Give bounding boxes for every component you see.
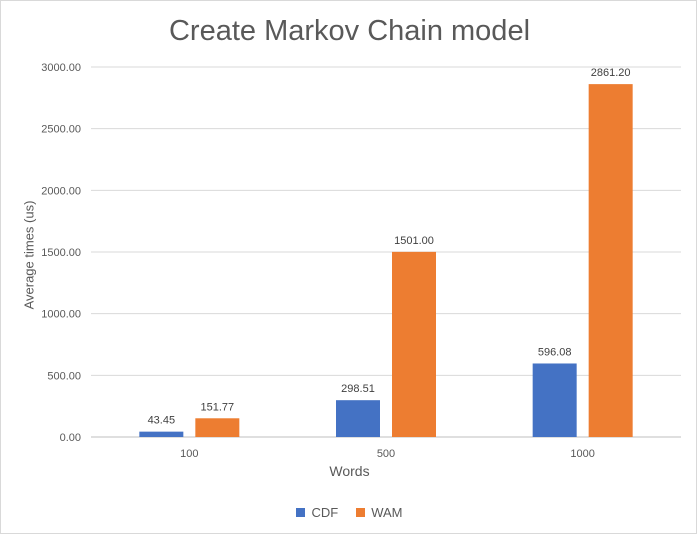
legend-swatch-wam <box>356 508 366 517</box>
y-tick-label: 500.00 <box>47 370 81 382</box>
data-label-wam-500: 1501.00 <box>394 235 434 247</box>
x-tick-label: 100 <box>180 448 198 460</box>
y-tick-label: 0.00 <box>60 432 81 444</box>
y-tick-label: 3000.00 <box>41 62 81 74</box>
legend-item-wam: WAM <box>356 505 403 520</box>
bar-wam-500 <box>392 251 436 437</box>
data-label-wam-100: 151.77 <box>201 401 235 413</box>
data-label-wam-1000: 2861.20 <box>591 67 631 79</box>
bar-cdf-100 <box>139 431 184 437</box>
data-label-cdf-500: 298.51 <box>341 383 375 395</box>
legend-swatch-cdf <box>296 508 306 517</box>
x-tick-label: 500 <box>377 448 395 460</box>
y-tick-label: 2000.00 <box>41 185 81 197</box>
y-tick-label: 1000.00 <box>41 309 81 321</box>
y-tick-label: 1500.00 <box>41 247 81 259</box>
legend-label-cdf: CDF <box>311 505 339 520</box>
bar-cdf-1000 <box>532 363 577 437</box>
data-label-cdf-100: 43.45 <box>148 415 176 427</box>
x-axis-label: Words <box>329 463 370 479</box>
bar-cdf-500 <box>336 400 380 437</box>
bar-wam-100 <box>195 418 240 437</box>
chart-title: Create Markov Chain model <box>168 15 531 47</box>
legend-item-cdf: CDF <box>296 505 338 520</box>
y-tick-label: 2500.00 <box>41 124 81 136</box>
bar-wam-1000 <box>588 84 633 438</box>
legend-label-wam: WAM <box>371 505 403 520</box>
data-label-cdf-1000: 596.08 <box>538 346 572 358</box>
x-tick-label: 1000 <box>570 448 594 460</box>
legend: CDF WAM <box>1 505 697 520</box>
